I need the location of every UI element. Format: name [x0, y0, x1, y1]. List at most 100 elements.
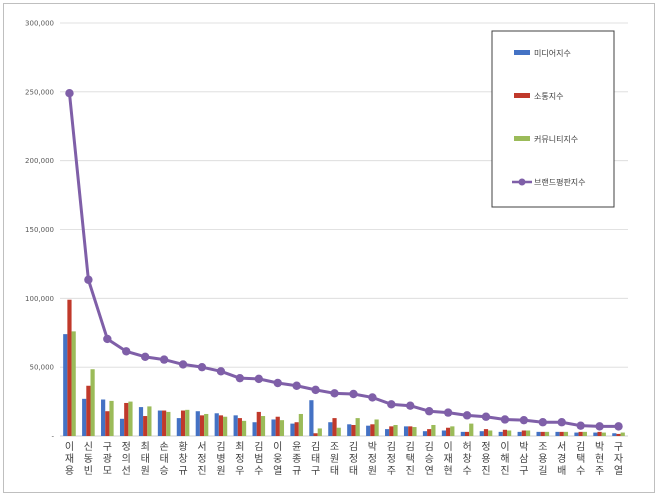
- y-tick-label: 50,000: [30, 364, 55, 372]
- bar: [612, 433, 617, 436]
- legend-label: 커뮤니티지수: [534, 134, 578, 144]
- bar: [446, 427, 451, 436]
- legend-swatch: [514, 50, 530, 55]
- bar: [403, 426, 409, 436]
- legend-swatch: [514, 136, 530, 141]
- bar: [162, 410, 167, 436]
- bar: [563, 431, 569, 436]
- bar: [593, 432, 598, 436]
- y-tick-label: 200,000: [25, 157, 54, 165]
- bar: [313, 433, 318, 436]
- bar: [124, 402, 129, 436]
- line-point: [84, 275, 93, 284]
- line-point: [235, 373, 245, 383]
- bar: [90, 369, 95, 436]
- bar: [298, 413, 303, 436]
- line-point: [576, 421, 585, 430]
- bar: [351, 424, 356, 436]
- line-point: [292, 381, 301, 390]
- y-tick-label: 150,000: [25, 226, 54, 234]
- bar: [620, 432, 625, 436]
- legend-label: 소통지수: [534, 92, 563, 101]
- bar: [237, 418, 242, 436]
- bar: [233, 415, 238, 436]
- bar: [507, 430, 512, 436]
- bar: [147, 406, 152, 436]
- line-point: [216, 367, 226, 376]
- bar: [128, 401, 133, 436]
- line-point: [178, 360, 188, 369]
- bar: [180, 410, 186, 436]
- line-point: [65, 89, 74, 98]
- legend-swatch: [514, 93, 530, 98]
- bar: [412, 427, 417, 436]
- line-point: [406, 401, 415, 410]
- bar: [63, 334, 68, 436]
- bar: [275, 416, 280, 436]
- line-point: [311, 385, 320, 395]
- bar: [332, 418, 337, 436]
- y-tick-label: -: [51, 433, 54, 441]
- bar: [336, 427, 341, 436]
- bar: [517, 431, 522, 436]
- line-point: [254, 374, 263, 384]
- line-point: [519, 415, 529, 425]
- bar: [601, 432, 606, 436]
- bar: [389, 426, 394, 436]
- bar: [597, 431, 602, 436]
- bar: [544, 431, 550, 436]
- bar: [86, 385, 91, 436]
- bar: [540, 431, 545, 436]
- y-tick-label: 250,000: [25, 88, 54, 96]
- legend-label: 미디어지수: [534, 48, 571, 58]
- line-point: [443, 408, 453, 417]
- line-point: [387, 400, 396, 409]
- bar: [176, 418, 181, 436]
- bar: [582, 431, 587, 436]
- bar: [71, 331, 76, 436]
- bar: [157, 410, 163, 436]
- bar: [67, 299, 72, 436]
- line-point: [330, 389, 339, 398]
- bar: [431, 424, 436, 436]
- line-point: [159, 355, 169, 364]
- line-point: [462, 411, 472, 420]
- bar: [199, 415, 205, 436]
- bar: [119, 418, 125, 436]
- line-point: [349, 389, 358, 399]
- bar: [408, 426, 413, 436]
- bar: [502, 429, 508, 436]
- bar: [241, 420, 247, 436]
- bar: [204, 413, 209, 436]
- bar: [498, 431, 503, 436]
- bar: [422, 431, 428, 436]
- bar: [309, 400, 314, 436]
- bar: [328, 422, 333, 436]
- bar: [441, 430, 447, 436]
- bar: [450, 426, 455, 436]
- line-point: [500, 415, 510, 424]
- bar: [347, 424, 352, 436]
- bar: [166, 411, 171, 436]
- line-point: [595, 422, 604, 431]
- line-point: [197, 362, 207, 372]
- bar: [464, 431, 470, 436]
- line-point: [141, 352, 150, 362]
